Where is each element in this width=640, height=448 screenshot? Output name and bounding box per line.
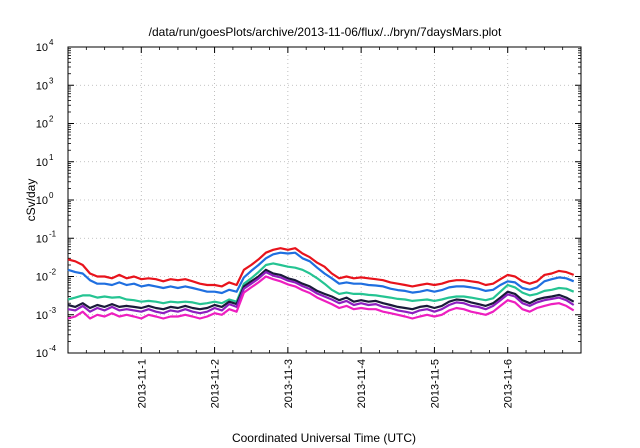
y-tick-base: 10 [36, 157, 48, 169]
y-tick-exponent: 2 [49, 115, 54, 124]
series-line-5 [67, 271, 575, 315]
y-tick-exponent: -3 [49, 306, 57, 315]
x-tick-label: 2013-11-6 [503, 359, 515, 408]
x-tick-label: 2013-11-4 [356, 359, 368, 408]
grid [68, 47, 581, 353]
y-tick-exponent: 1 [49, 153, 54, 162]
y-tick-label: 10 -3 [36, 306, 57, 322]
x-tick-label: 2013-11-1 [136, 359, 148, 408]
series-line-3 [67, 262, 575, 306]
y-tick-label: 10 4 [36, 38, 54, 54]
series-line-1 [67, 247, 575, 288]
y-tick-label: 10 -1 [36, 229, 57, 245]
x-tick-label: 2013-11-5 [429, 359, 441, 408]
y-tick-label: 10 -2 [36, 268, 57, 284]
y-tick-exponent: 4 [49, 38, 54, 47]
series-line-6 [67, 275, 575, 320]
y-axis-label: cSv/day [24, 179, 38, 222]
x-tick-label: 2013-11-2 [210, 359, 222, 408]
chart-title: /data/run/goesPlots/archive/2013-11-06/f… [149, 25, 502, 39]
x-axis-label: Coordinated Universal Time (UTC) [232, 431, 416, 445]
y-tick-exponent: -2 [49, 268, 57, 277]
y-tick-base: 10 [36, 348, 48, 360]
y-tick-base: 10 [36, 195, 48, 207]
y-tick-exponent: -4 [49, 344, 57, 353]
y-tick-base: 10 [36, 233, 48, 245]
y-tick-base: 10 [36, 80, 48, 92]
y-tick-base: 10 [36, 42, 48, 54]
y-tick-label: 10 0 [36, 191, 54, 207]
y-tick-label: 10 3 [36, 76, 54, 92]
y-tick-label: 10 1 [36, 153, 54, 169]
y-tick-exponent: -1 [49, 229, 57, 238]
series-group [67, 247, 575, 320]
y-tick-label: 10 2 [36, 115, 54, 131]
series-line-4 [67, 268, 575, 311]
y-tick-exponent: 3 [49, 76, 54, 85]
y-tick-label: 10 -4 [36, 344, 57, 360]
series-line-2 [67, 251, 575, 295]
x-axis: 2013-11-1 2013-11-2 2013-11-3 2013-11-4 2013… [85, 47, 564, 408]
y-tick-base: 10 [36, 310, 48, 322]
y-tick-base: 10 [36, 272, 48, 284]
y-tick-base: 10 [36, 119, 48, 131]
x-tick-label: 2013-11-3 [283, 359, 295, 408]
y-tick-exponent: 0 [49, 191, 54, 200]
